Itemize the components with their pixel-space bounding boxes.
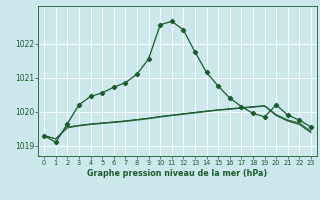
X-axis label: Graphe pression niveau de la mer (hPa): Graphe pression niveau de la mer (hPa) bbox=[87, 169, 268, 178]
